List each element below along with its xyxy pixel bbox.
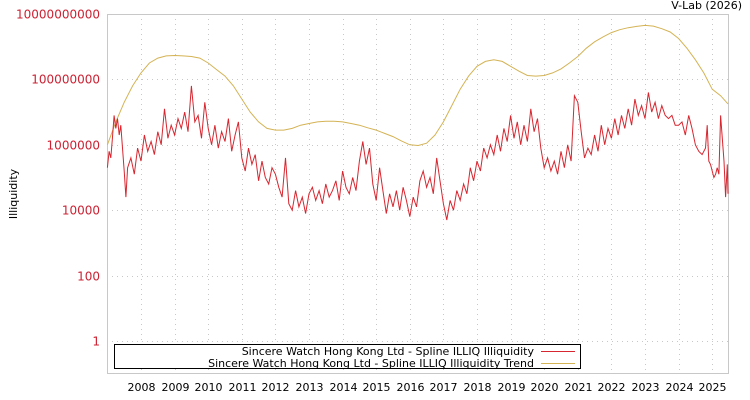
y-tick-label: 100000000 bbox=[31, 73, 100, 87]
legend: Sincere Watch Hong Kong Ltd - Spline ILL… bbox=[114, 344, 581, 370]
y-tick-label: 10000 bbox=[62, 204, 100, 218]
y-tick-label: 1000000 bbox=[47, 139, 100, 153]
trend-line bbox=[106, 24, 729, 147]
x-tick-label: 2023 bbox=[632, 381, 660, 394]
y-axis-ticks: 10000000000 100000000 1000000 10000 100 1 bbox=[16, 8, 100, 349]
x-tick-label: 2025 bbox=[699, 381, 727, 394]
x-tick-label: 2017 bbox=[430, 381, 458, 394]
x-tick-label: 2016 bbox=[397, 381, 425, 394]
x-tick-label: 2019 bbox=[498, 381, 526, 394]
x-tick-label: 2022 bbox=[598, 381, 626, 394]
legend-box bbox=[114, 344, 581, 369]
legend-label-illiquidity: Sincere Watch Hong Kong Ltd - Spline ILL… bbox=[242, 345, 535, 358]
plot-frame bbox=[107, 14, 729, 374]
x-tick-label: 2018 bbox=[464, 381, 492, 394]
illiquidity-line bbox=[106, 85, 729, 221]
x-tick-label: 2020 bbox=[531, 381, 559, 394]
x-tick-label: 2021 bbox=[565, 381, 593, 394]
y-tick-label: 10000000000 bbox=[16, 8, 100, 22]
y-tick-label: 100 bbox=[77, 270, 100, 284]
y-tick-label: 1 bbox=[92, 335, 100, 349]
legend-label-trend: Sincere Watch Hong Kong Ltd - Spline ILL… bbox=[208, 357, 534, 370]
x-tick-label: 2009 bbox=[162, 381, 190, 394]
x-tick-label: 2013 bbox=[296, 381, 324, 394]
grid-lines bbox=[107, 14, 728, 373]
x-tick-label: 2011 bbox=[229, 381, 257, 394]
x-tick-label: 2014 bbox=[330, 381, 358, 394]
series-lines bbox=[106, 24, 729, 221]
x-tick-label: 2015 bbox=[363, 381, 391, 394]
x-axis-ticks: 2008 2009 2010 2011 2012 2013 2014 2015 2016 2017… bbox=[128, 381, 727, 394]
y-axis-label: Illiquidity bbox=[7, 168, 20, 219]
credit-label: V-Lab (2026) bbox=[671, 0, 742, 12]
x-tick-label: 2024 bbox=[666, 381, 694, 394]
x-tick-label: 2008 bbox=[128, 381, 156, 394]
x-tick-label: 2012 bbox=[262, 381, 290, 394]
x-tick-label: 2010 bbox=[195, 381, 223, 394]
